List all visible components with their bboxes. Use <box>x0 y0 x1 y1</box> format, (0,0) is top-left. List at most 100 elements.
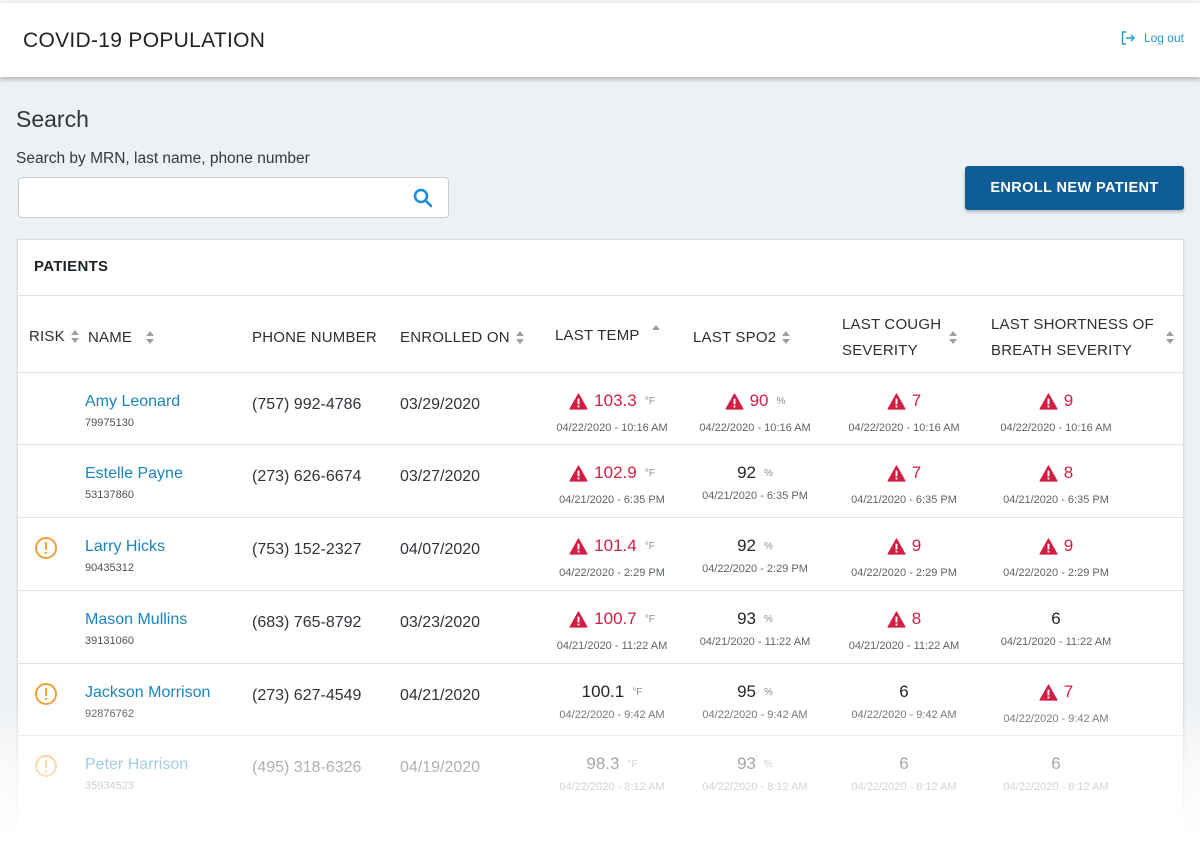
phone-number: (683) 765-8792 <box>252 614 362 631</box>
col-header-enrolled[interactable]: ENROLLED ON <box>400 325 524 351</box>
enroll-new-patient-button[interactable]: ENROLL NEW PATIENT <box>965 166 1184 210</box>
patient-mrn: 79975130 <box>85 417 134 429</box>
last-temp-timestamp: 04/22/2020 - 2:29 PM <box>559 566 665 579</box>
phone-number: (273) 626-6674 <box>252 468 362 485</box>
col-header-phone: PHONE NUMBER <box>252 329 377 346</box>
last-sob-severity-timestamp: 04/22/2020 - 8:12 AM <box>1003 781 1109 793</box>
col-header-last-temp[interactable]: LAST TEMP <box>555 323 660 349</box>
patient-name-link[interactable]: Mason Mullins <box>85 611 188 628</box>
divider <box>18 735 1183 736</box>
last-cough-severity-cell: 9 04/22/2020 - 2:29 PM <box>824 536 984 579</box>
last-spo2-cell: 95% 04/22/2020 - 9:42 AM <box>675 682 835 721</box>
sort-icon <box>146 331 155 345</box>
last-temp-value: 100.7 <box>594 609 637 628</box>
last-spo2-cell: 93% 04/22/2020 - 8:12 AM <box>675 754 835 793</box>
col-header-risk[interactable]: RISK <box>29 324 79 350</box>
warning-icon <box>1039 537 1058 555</box>
last-temp-timestamp: 04/22/2020 - 10:16 AM <box>556 421 668 434</box>
last-spo2-cell: 93% 04/21/2020 - 11:22 AM <box>675 609 835 648</box>
last-spo2-timestamp: 04/21/2020 - 11:22 AM <box>699 636 811 648</box>
last-spo2-timestamp: 04/22/2020 - 2:29 PM <box>702 563 808 575</box>
last-spo2-value: 93 <box>737 754 756 773</box>
logout-link[interactable]: Log out <box>1120 30 1184 46</box>
patient-cell: Mason Mullins 39131060 <box>85 611 187 647</box>
col-header-last-sob[interactable]: LAST SHORTNESS OF BREATH SEVERITY <box>991 312 1174 364</box>
last-sob-severity-timestamp: 04/22/2020 - 10:16 AM <box>1000 421 1112 434</box>
risk-indicator <box>34 682 58 711</box>
search-input[interactable] <box>19 178 399 217</box>
sort-icon <box>949 331 958 345</box>
logout-label: Log out <box>1143 31 1184 45</box>
phone-number: (495) 318-6326 <box>252 759 362 776</box>
search-label: Search by MRN, last name, phone number <box>16 150 310 167</box>
last-sob-severity-cell: 9 04/22/2020 - 10:16 AM <box>976 391 1136 434</box>
divider <box>18 808 1183 809</box>
risk-alert-icon <box>35 683 57 705</box>
sort-icon <box>515 331 524 345</box>
warning-icon <box>569 610 588 628</box>
last-cough-severity-cell: 6 04/22/2020 - 9:42 AM <box>824 682 984 721</box>
unit-label: % <box>764 467 773 479</box>
last-sob-severity-cell: 6 04/22/2020 - 8:12 AM <box>976 754 1136 793</box>
col-header-last-cough[interactable]: LAST COUGH SEVERITY <box>842 312 958 364</box>
sort-asc-icon <box>651 325 660 339</box>
last-spo2-timestamp: 04/21/2020 - 6:35 PM <box>702 490 808 502</box>
last-temp-cell: 103.3 °F 04/22/2020 - 10:16 AM <box>532 391 692 434</box>
patient-cell: Amy Leonard 79975130 <box>85 393 180 429</box>
col-header-last-spo2[interactable]: LAST SPO2 <box>693 325 791 351</box>
last-temp-cell: 100.7 °F 04/21/2020 - 11:22 AM <box>532 609 692 652</box>
enrolled-date: 04/19/2020 <box>400 759 481 776</box>
last-spo2-timestamp: 04/22/2020 - 8:12 AM <box>702 781 808 793</box>
last-cough-severity-cell: 8 04/21/2020 - 11:22 AM <box>824 609 984 652</box>
patient-name-link[interactable]: Estelle Payne <box>85 465 183 482</box>
patient-name-link[interactable]: Jackson Morrison <box>85 684 211 701</box>
unit-label: % <box>764 540 773 552</box>
warning-icon <box>1039 683 1058 701</box>
last-spo2-timestamp: 04/22/2020 - 9:42 AM <box>702 709 808 721</box>
col-header-name[interactable]: NAME <box>88 325 155 351</box>
patient-mrn: 39131060 <box>85 635 134 647</box>
warning-icon <box>887 537 906 555</box>
divider <box>18 517 1183 518</box>
patient-cell: Peter Harrison 35934523 <box>85 756 188 792</box>
last-cough-severity-value: 8 <box>911 609 922 628</box>
patient-cell: Estelle Payne 53137860 <box>85 465 183 501</box>
last-cough-severity-cell: 6 04/22/2020 - 8:12 AM <box>824 754 984 793</box>
last-cough-severity-value: 7 <box>911 463 922 482</box>
risk-alert-icon <box>35 537 57 559</box>
last-sob-severity-timestamp: 04/22/2020 - 9:42 AM <box>1003 712 1109 725</box>
risk-indicator <box>34 754 58 783</box>
last-spo2-cell: 92% 04/21/2020 - 6:35 PM <box>675 463 835 502</box>
last-spo2-value: 90 <box>749 391 769 410</box>
last-temp-value: 103.3 <box>594 391 637 410</box>
search-icon[interactable] <box>413 188 433 208</box>
enrolled-date: 03/23/2020 <box>400 614 481 631</box>
last-temp-value: 102.9 <box>594 463 637 482</box>
enrolled-date: 03/27/2020 <box>400 468 481 485</box>
patient-cell: Larry Hicks 90435312 <box>85 538 165 574</box>
patient-name-link[interactable]: Amy Leonard <box>85 393 181 410</box>
patient-name-link[interactable]: Peter Harrison <box>85 756 189 773</box>
app-header: COVID-19 POPULATION Log out <box>0 3 1200 77</box>
last-cough-severity-timestamp: 04/22/2020 - 10:16 AM <box>848 421 960 434</box>
unit-label: °F <box>644 395 655 407</box>
phone-number: (753) 152-2327 <box>252 541 362 558</box>
unit-label: % <box>764 758 773 770</box>
warning-icon <box>887 464 906 482</box>
enrolled-date: 04/07/2020 <box>400 541 481 558</box>
last-sob-severity-value: 8 <box>1063 463 1074 482</box>
patient-mrn: 35934523 <box>85 780 134 792</box>
last-cough-severity-value: 9 <box>911 536 922 555</box>
last-spo2-value: 92 <box>737 463 756 482</box>
last-cough-severity-cell: 7 04/22/2020 - 10:16 AM <box>824 391 984 434</box>
last-temp-timestamp: 04/22/2020 - 9:42 AM <box>559 709 665 721</box>
patient-name-link[interactable]: Larry Hicks <box>85 538 166 555</box>
last-sob-severity-value: 9 <box>1063 391 1074 410</box>
risk-indicator <box>34 536 58 565</box>
unit-label: °F <box>644 467 655 479</box>
last-temp-timestamp: 04/21/2020 - 11:22 AM <box>556 639 668 652</box>
last-sob-severity-value: 6 <box>1051 609 1061 628</box>
enrolled-date: 03/29/2020 <box>400 396 481 413</box>
last-temp-timestamp: 04/21/2020 - 6:35 PM <box>559 493 665 506</box>
patients-card: PATIENTS RISK NAME PHONE NUMBER ENROLLED… <box>17 239 1184 843</box>
